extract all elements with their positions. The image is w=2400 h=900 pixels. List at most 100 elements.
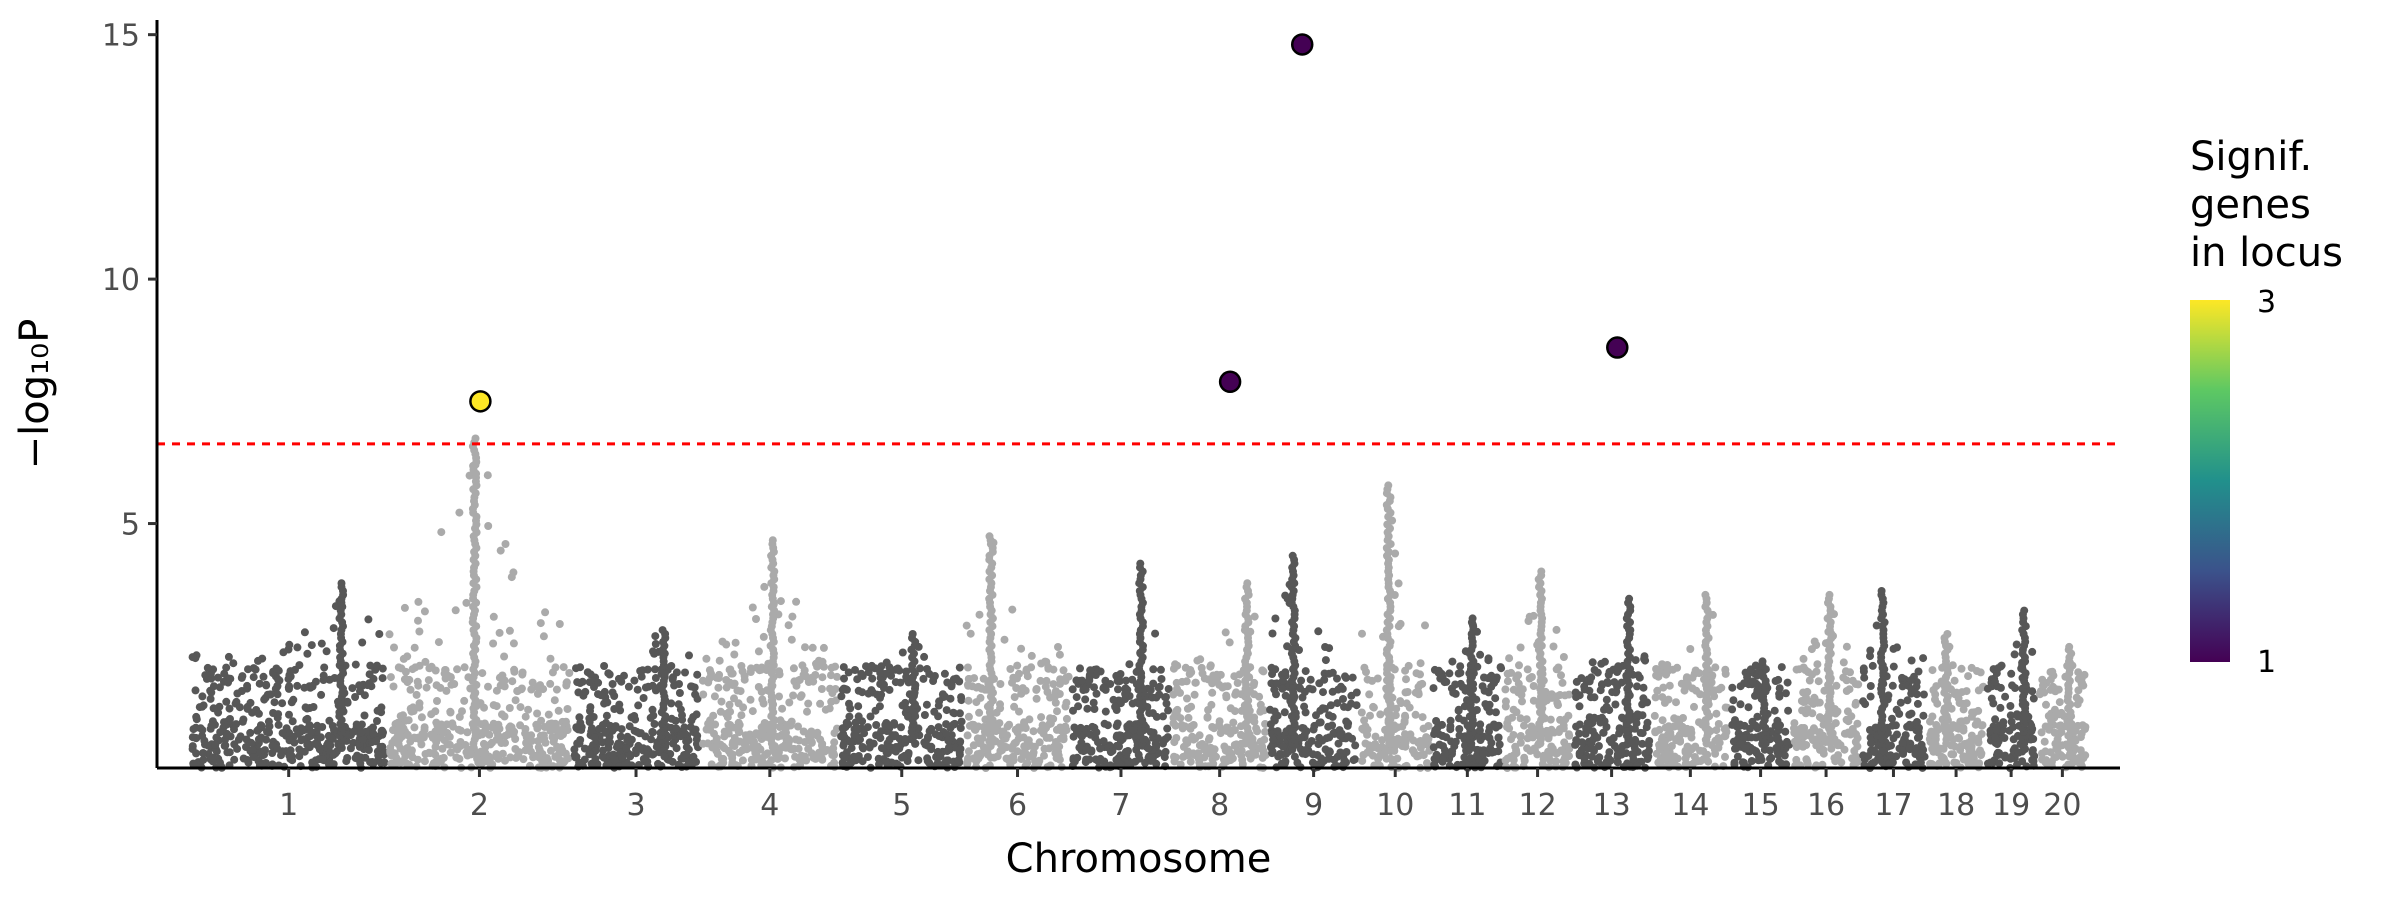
snp-point [1711, 749, 1720, 758]
snp-point [1926, 730, 1935, 739]
snp-point [602, 711, 611, 720]
snp-point [983, 746, 992, 755]
snp-point [1590, 693, 1599, 702]
snp-point [945, 743, 953, 752]
snp-point [781, 725, 790, 734]
snp-point [754, 754, 763, 763]
snp-point [992, 708, 1001, 717]
snp-point [262, 681, 271, 690]
snp-point [1051, 698, 1060, 707]
snp-point [1272, 679, 1281, 688]
snp-point [290, 738, 299, 747]
snp-point [1479, 749, 1488, 758]
snp-point [1259, 667, 1268, 676]
snp-point [710, 729, 718, 738]
snp-point [902, 672, 911, 681]
snp-point [1721, 752, 1729, 761]
snp-point [616, 732, 625, 741]
snp-point [420, 726, 429, 734]
snp-point [803, 707, 811, 716]
snp-point [541, 754, 550, 763]
snp-point [775, 692, 783, 701]
snp-point [1919, 711, 1928, 720]
snp-point [483, 471, 492, 480]
snp-point [669, 739, 677, 748]
snp-point [689, 713, 698, 721]
snp-point [293, 643, 302, 652]
snp-point [811, 754, 820, 763]
snp-point [1879, 746, 1888, 755]
snp-point [876, 668, 885, 677]
snp-point [1307, 737, 1316, 745]
snp-point [1805, 676, 1814, 685]
snp-point [608, 680, 617, 688]
snp-point [549, 737, 558, 746]
snp-point [189, 759, 198, 768]
snp-point [955, 663, 964, 672]
snp-point [420, 607, 429, 616]
snp-point [1575, 720, 1584, 729]
snp-point [1090, 683, 1098, 692]
snp-point [975, 610, 984, 619]
snp-point [1008, 605, 1017, 614]
snp-point [942, 706, 951, 715]
snp-point [408, 753, 417, 762]
snp-point [854, 686, 863, 695]
snp-point [358, 735, 367, 744]
chromosome-6-points [962, 532, 1073, 772]
snp-point [1987, 694, 1996, 703]
snp-point [1431, 726, 1440, 735]
snp-point [774, 732, 783, 741]
snp-point [1572, 693, 1581, 702]
chromosome-16-points [1790, 590, 1863, 772]
snp-point [1081, 695, 1090, 704]
snp-point [390, 643, 398, 652]
snp-point [827, 671, 835, 680]
snp-point [752, 663, 761, 672]
snp-point [625, 750, 634, 759]
snp-point [1384, 481, 1393, 490]
snp-point [286, 746, 295, 755]
snp-point [1668, 665, 1677, 674]
snp-point [546, 654, 555, 663]
snp-point [857, 669, 866, 678]
snp-point [1633, 710, 1642, 719]
snp-point [1179, 752, 1188, 761]
snp-point [1368, 751, 1377, 760]
snp-point [1676, 729, 1685, 738]
snp-point [1363, 675, 1372, 684]
snp-point [580, 744, 589, 753]
snp-point [949, 708, 958, 717]
snp-point [1012, 684, 1021, 692]
snp-point [869, 739, 878, 748]
snp-point [1127, 758, 1136, 767]
snp-point [238, 717, 247, 726]
snp-point [760, 719, 769, 727]
snp-point [886, 721, 895, 730]
snp-point [246, 698, 255, 707]
snp-point [819, 643, 828, 652]
snp-point [243, 681, 252, 690]
snp-point [1195, 731, 1204, 740]
snp-point [1271, 614, 1280, 623]
snp-point [1456, 668, 1465, 677]
snp-point [1733, 752, 1742, 761]
snp-point [675, 689, 684, 697]
snp-point [996, 680, 1005, 688]
snp-point [1546, 715, 1555, 724]
snp-point [1968, 734, 1977, 743]
snp-point [693, 670, 702, 679]
snp-point [1249, 681, 1258, 689]
snp-point [462, 598, 471, 607]
snp-point [1042, 676, 1051, 685]
snp-point [1103, 721, 1112, 730]
snp-point [467, 750, 475, 759]
snp-point [1009, 752, 1018, 761]
snp-point [1650, 711, 1659, 720]
snp-point [1524, 617, 1533, 625]
snp-point [1842, 642, 1851, 651]
snp-point [1991, 733, 2000, 742]
snp-point [1448, 657, 1457, 666]
snp-point [1476, 720, 1485, 729]
snp-point [1614, 665, 1623, 674]
